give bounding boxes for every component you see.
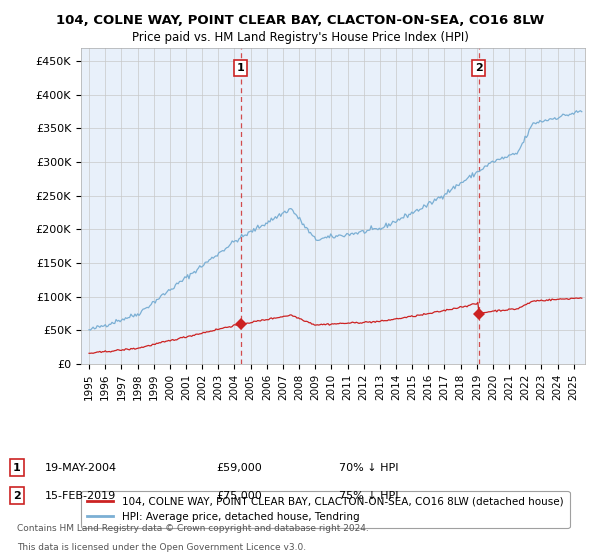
Legend: 104, COLNE WAY, POINT CLEAR BAY, CLACTON-ON-SEA, CO16 8LW (detached house), HPI:: 104, COLNE WAY, POINT CLEAR BAY, CLACTON… xyxy=(81,491,569,528)
Text: 2: 2 xyxy=(13,491,20,501)
Text: £59,000: £59,000 xyxy=(216,463,262,473)
Text: 2: 2 xyxy=(475,63,482,73)
Text: £75,000: £75,000 xyxy=(216,491,262,501)
Text: 70% ↓ HPI: 70% ↓ HPI xyxy=(339,463,398,473)
Text: 19-MAY-2004: 19-MAY-2004 xyxy=(45,463,117,473)
Text: Contains HM Land Registry data © Crown copyright and database right 2024.: Contains HM Land Registry data © Crown c… xyxy=(17,524,368,533)
Text: 1: 1 xyxy=(237,63,244,73)
Text: 75% ↓ HPI: 75% ↓ HPI xyxy=(339,491,398,501)
Text: 1: 1 xyxy=(13,463,20,473)
Text: 15-FEB-2019: 15-FEB-2019 xyxy=(45,491,116,501)
Text: 104, COLNE WAY, POINT CLEAR BAY, CLACTON-ON-SEA, CO16 8LW: 104, COLNE WAY, POINT CLEAR BAY, CLACTON… xyxy=(56,14,544,27)
Text: Price paid vs. HM Land Registry's House Price Index (HPI): Price paid vs. HM Land Registry's House … xyxy=(131,31,469,44)
Text: This data is licensed under the Open Government Licence v3.0.: This data is licensed under the Open Gov… xyxy=(17,543,306,552)
